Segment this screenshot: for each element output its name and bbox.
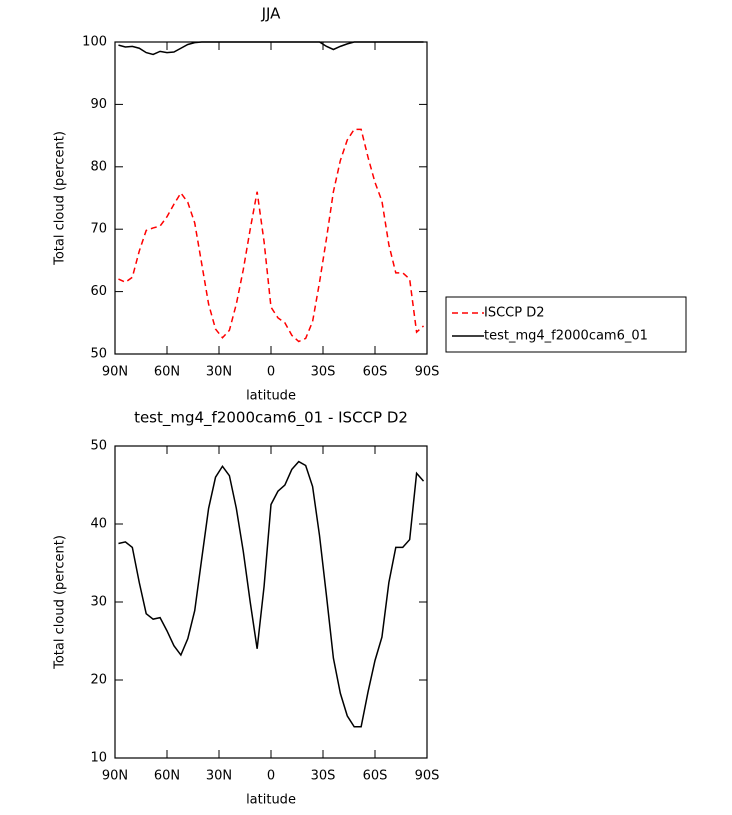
legend-label: ISCCP D2 xyxy=(484,306,545,321)
plot-frame xyxy=(114,445,428,759)
x-tick-label: 90N xyxy=(102,365,128,380)
y-tick-label: 30 xyxy=(90,595,107,610)
x-tick-label: 30N xyxy=(206,365,232,380)
x-tick-label: 0 xyxy=(267,365,275,380)
x-tick-label: 30S xyxy=(311,769,336,784)
series-line xyxy=(118,128,425,343)
x-tick-label: 30N xyxy=(206,769,232,784)
y-tick-label: 70 xyxy=(90,222,107,237)
x-tick-label: 30S xyxy=(311,365,336,380)
chart-title: test_mg4_f2000cam6_01 - ISCCP D2 xyxy=(134,409,408,428)
series-line xyxy=(118,41,424,56)
legend-box xyxy=(445,296,687,353)
y-axis-label: Total cloud (percent) xyxy=(53,535,68,670)
x-tick-label: 60S xyxy=(363,365,388,380)
x-tick-label: 60N xyxy=(154,769,180,784)
y-tick-label: 80 xyxy=(90,159,107,174)
x-tick-label: 60S xyxy=(363,769,388,784)
x-axis-label: latitude xyxy=(246,793,296,808)
x-axis-label: latitude xyxy=(246,389,296,404)
x-tick-label: 90N xyxy=(102,769,128,784)
y-tick-label: 20 xyxy=(90,673,107,688)
y-tick-label: 50 xyxy=(90,439,107,454)
x-tick-label: 90S xyxy=(415,365,440,380)
chart-title: JJA xyxy=(261,5,282,23)
series-line xyxy=(118,460,425,728)
y-tick-label: 40 xyxy=(90,517,107,532)
x-tick-label: 0 xyxy=(267,769,275,784)
y-tick-label: 100 xyxy=(82,35,107,50)
x-tick-label: 60N xyxy=(154,365,180,380)
legend-label: test_mg4_f2000cam6_01 xyxy=(484,329,648,344)
y-tick-label: 50 xyxy=(90,347,107,362)
x-tick-label: 90S xyxy=(415,769,440,784)
y-axis-label: Total cloud (percent) xyxy=(53,131,68,266)
y-tick-label: 10 xyxy=(90,751,107,766)
y-tick-label: 60 xyxy=(90,284,107,299)
y-tick-label: 90 xyxy=(90,97,107,112)
